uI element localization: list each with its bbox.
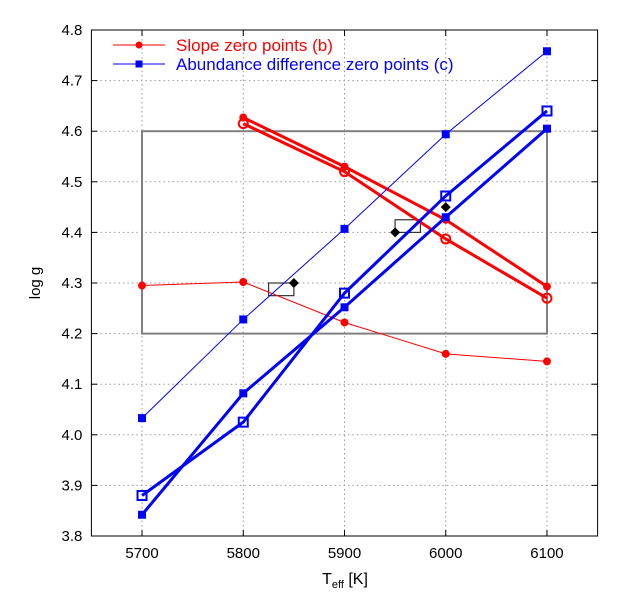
data-point-open-square (339, 287, 350, 299)
y-tick-label: 4.6 (62, 123, 83, 140)
x-tick-label: 6100 (530, 545, 563, 562)
data-point-circle (239, 277, 248, 286)
data-point-diamond (440, 202, 451, 213)
data-point-open-square (136, 490, 148, 502)
x-axis-label-unit: [K] (344, 571, 368, 588)
data-point-diamond (390, 227, 401, 238)
x-axis-label-sub: eff (332, 579, 345, 591)
y-tick-label: 3.8 (62, 528, 83, 545)
y-axis-label: log g (27, 267, 44, 300)
y-tick-label: 4.0 (62, 427, 83, 444)
data-point-open-circle (237, 118, 249, 130)
y-tick-label: 4.4 (62, 224, 83, 241)
data-point-square (340, 303, 349, 312)
legend-label-slope: Slope zero points (b) (176, 36, 333, 55)
series-line-5 (141, 109, 548, 497)
series-line-1 (242, 116, 548, 288)
data-point-circle (340, 318, 349, 327)
data-point-square (542, 47, 551, 56)
data-point-circle (138, 281, 147, 290)
legend-marker-slope (135, 41, 143, 49)
ticks: 5700 5800 5900 6000 6100 3.8 3.9 4.0 4.1 4.2 4.3 4.… (62, 22, 598, 562)
data-point-square (542, 124, 551, 133)
data-point-open-square (440, 190, 452, 202)
data-point-square (441, 130, 450, 139)
data-point-open-circle (541, 292, 553, 304)
legend-marker-abundance (135, 60, 143, 68)
data-point-open-square (237, 416, 249, 428)
data-point-open-square (541, 105, 553, 117)
data-point-circle (542, 357, 551, 366)
x-axis-label-main: T (322, 571, 332, 588)
data-point-open-circle (440, 233, 452, 245)
plot-frame (90, 29, 599, 537)
series-layer (136, 47, 553, 519)
data-point-square (239, 389, 248, 398)
x-tick-label: 5900 (328, 545, 361, 562)
legend: Slope zero points (b) Abundance differen… (113, 36, 454, 74)
y-tick-label: 4.2 (62, 326, 83, 343)
data-point-square (138, 414, 147, 423)
y-tick-label: 4.3 (62, 275, 83, 292)
legend-label-abundance: Abundance difference zero points (c) (176, 55, 454, 74)
x-axis-label: Teff [K] (322, 571, 368, 591)
y-tick-label: 4.7 (62, 73, 83, 90)
data-point-circle (542, 282, 551, 291)
data-point-square (340, 224, 349, 233)
x-tick-label: 5800 (227, 545, 260, 562)
data-point-square (441, 213, 450, 222)
y-tick-label: 3.9 (62, 477, 83, 494)
data-point-circle (441, 349, 450, 358)
y-tick-label: 4.5 (62, 174, 83, 191)
x-tick-label: 5700 (125, 545, 158, 562)
y-tick-label: 4.1 (62, 376, 83, 393)
series-line-2 (242, 122, 548, 300)
data-point-square (138, 510, 147, 519)
data-point-open-circle (339, 166, 350, 178)
error-box (267, 282, 295, 297)
data-point-diamond (288, 278, 299, 288)
data-point-square (239, 315, 248, 324)
y-tick-label: 4.8 (62, 22, 83, 39)
x-tick-label: 6000 (429, 545, 462, 562)
parameter-box (141, 130, 548, 335)
